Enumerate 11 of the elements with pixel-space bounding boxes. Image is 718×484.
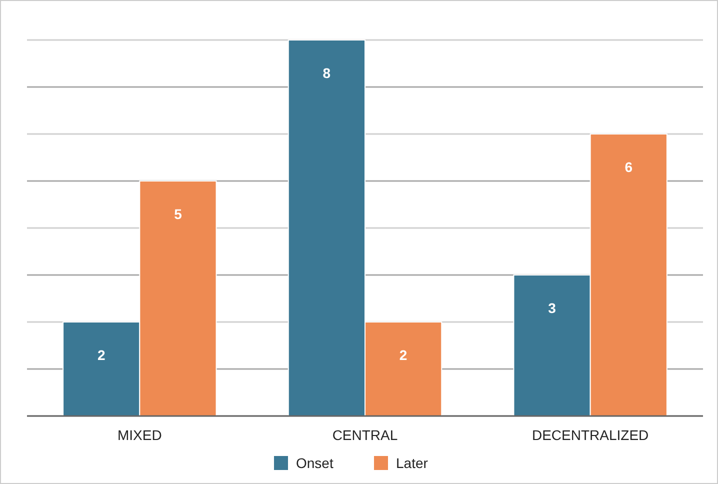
data-label: 5 (174, 206, 182, 222)
data-label: 2 (97, 347, 106, 363)
data-label: 3 (548, 300, 556, 316)
data-label: 2 (399, 347, 408, 363)
legend-label: Later (396, 455, 428, 471)
data-label: 6 (624, 159, 633, 175)
x-tick-label: MIXED (117, 427, 162, 443)
data-label: 8 (322, 65, 331, 81)
x-tick-label: DECENTRALIZED (532, 427, 649, 443)
legend-label: Onset (296, 455, 334, 471)
x-tick-label: CENTRAL (332, 427, 398, 443)
